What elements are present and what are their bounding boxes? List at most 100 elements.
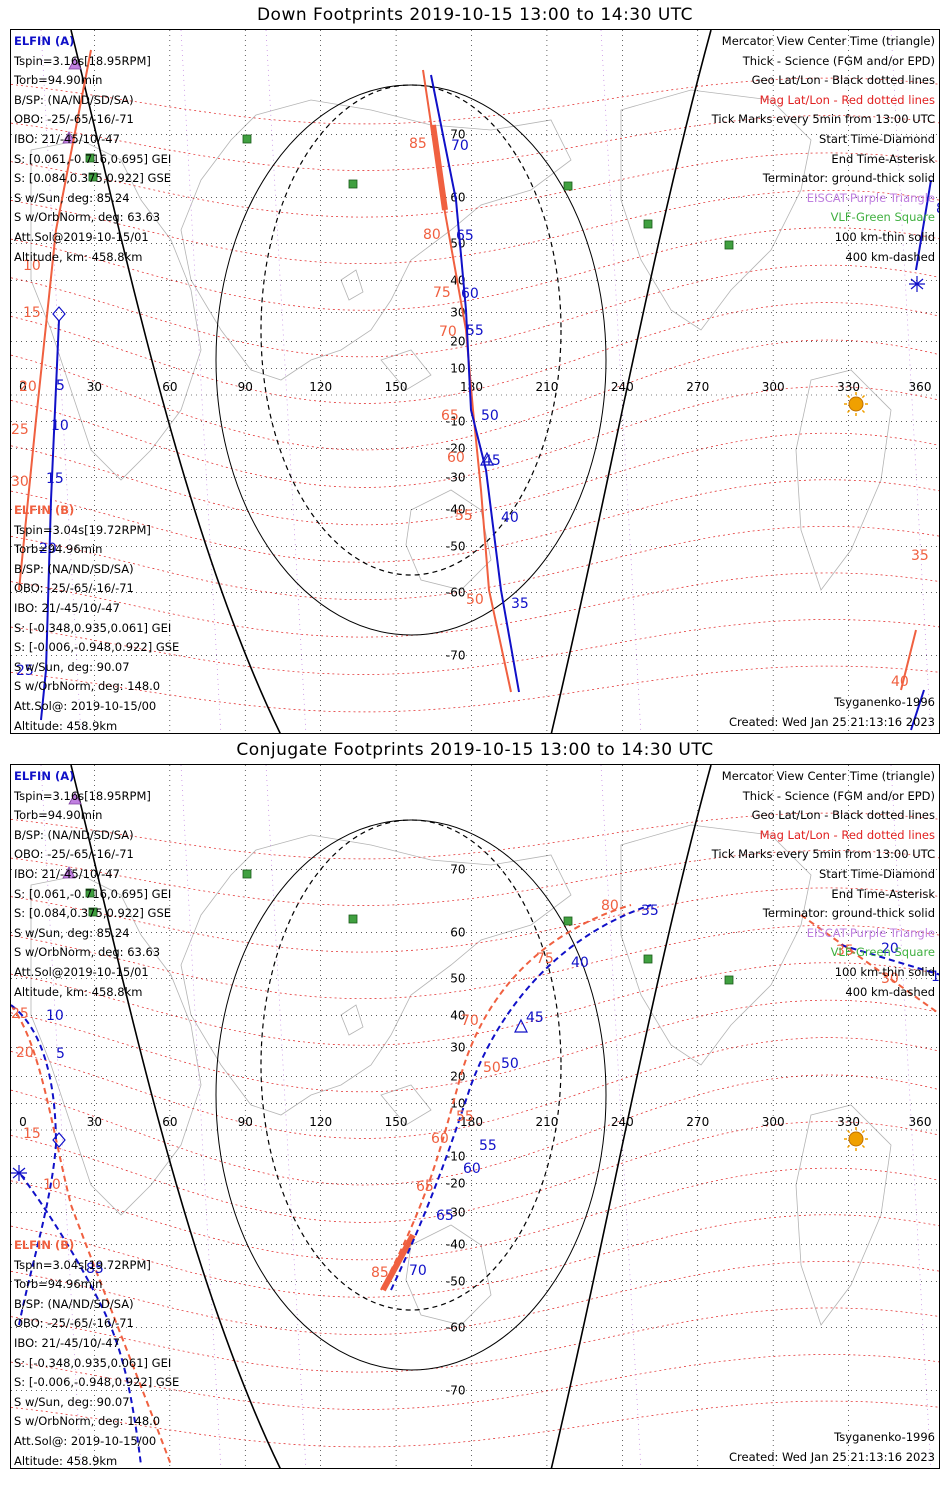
legend-entry: Mag Lat/Lon - Red dotted lines (759, 92, 935, 107)
vlf-square-icon (242, 869, 252, 879)
lat-tick-label: 70 (450, 863, 465, 877)
info-line: Torb=94.90min (14, 808, 103, 823)
mag-parallel (11, 1167, 939, 1261)
legend-entry: Tick Marks every 5min from 13:00 UTC (711, 112, 935, 127)
terminator-line (550, 30, 712, 733)
continent-outline (180, 834, 572, 1116)
elfin-a-time-tick: 65 (436, 1208, 454, 1224)
lon-tick-label: 90 (238, 1115, 253, 1129)
created-label: Created: Wed Jan 25 21:13:16 2023 (728, 715, 935, 729)
elfin-b-track (18, 49, 92, 591)
eiscat-triangle-icon (62, 866, 76, 879)
continent-outline (180, 99, 572, 381)
sun-ray (861, 394, 866, 399)
footprint-400km-ellipse (260, 819, 562, 1311)
legend-entry: Thick - Science (FGM and/or EPD) (742, 53, 935, 68)
lat-tick-label: 70 (450, 128, 465, 142)
continent-outline (340, 1004, 364, 1036)
lat-tick-label: -60 (446, 586, 466, 600)
spacecraft-name: ELFIN (B) (14, 1238, 75, 1252)
lon-tick-label: 60 (162, 1115, 177, 1129)
mag-meridian (265, 30, 307, 733)
vlf-square-icon (85, 153, 95, 163)
lat-tick-label: 50 (450, 236, 465, 250)
legend-entry: Geo Lat/Lon - Black dotted lines (751, 73, 935, 88)
lon-tick-label: 240 (611, 380, 634, 394)
elfin-b-science-segment (430, 124, 448, 211)
info-line: IBO: 21/-45/10/-47 (14, 600, 120, 615)
elfin-b-time-tick: 60 (431, 1131, 449, 1147)
mag-parallel (11, 77, 939, 125)
lat-tick-label: -50 (446, 1275, 466, 1289)
lat-tick-label: 40 (450, 1009, 465, 1023)
lat-tick-label: -40 (446, 502, 466, 516)
sun-ray (861, 1144, 866, 1149)
legend-entry: Mag Lat/Lon - Red dotted lines (759, 827, 935, 842)
lon-tick-label: 90 (238, 380, 253, 394)
info-line: S: [0.084,0.375,0.922] GSE (14, 906, 172, 921)
info-line: Torb=94.90min (14, 73, 103, 88)
spacecraft-name: ELFIN (A) (14, 769, 75, 783)
vlf-square-icon (724, 975, 734, 985)
elfin-b-time-tick: 70 (439, 324, 457, 340)
elfin-b-time-tick: 55 (455, 508, 473, 524)
lon-tick-label: 360 (909, 380, 932, 394)
continent-outline (340, 269, 364, 301)
elfin-b-time-tick: 80 (601, 898, 619, 914)
info-line: S: [-0.348,0.935,0.061] GEI (14, 620, 172, 635)
continent-outline (620, 824, 812, 1066)
info-line: S w/OrbNorm, deg: 63.63 (14, 945, 161, 960)
elfin-b-time-tick: 50 (466, 592, 484, 608)
mag-parallel (11, 227, 939, 311)
lon-tick-label: 210 (535, 380, 558, 394)
info-line: B/SP: (NA/ND/SD/SA) (14, 827, 134, 842)
lon-tick-label: 180 (460, 1115, 483, 1129)
elfin-a-time-tick: 85 (936, 201, 940, 217)
legend-entry: Thick - Science (FGM and/or EPD) (742, 788, 935, 803)
footprint-100km-ellipse (215, 819, 607, 1371)
elfin-b-time-tick: 35 (836, 943, 854, 959)
lat-tick-label: -40 (446, 1237, 466, 1251)
lat-tick-label: -50 (446, 540, 466, 554)
mag-parallel (11, 1307, 939, 1373)
legend-entry: End Time-Asterisk (831, 886, 935, 901)
lat-tick-label: 50 (450, 971, 465, 985)
vlf-square-icon (563, 181, 573, 191)
elfin-b-time-tick: 25 (11, 1006, 29, 1022)
elfin-a-info-block: ELFIN (A) Tspin=3.16s[18.95RPM] Torb=94.90… (14, 32, 171, 267)
elfin-b-time-tick: 15 (23, 305, 41, 321)
elfin-b-time-tick: 75 (433, 285, 451, 301)
lat-tick-label: 60 (450, 190, 465, 204)
elfin-b-track (800, 914, 939, 1015)
info-line: Altitude, km: 458.8km (14, 984, 143, 999)
legend-entry: Tick Marks every 5min from 13:00 UTC (711, 847, 935, 862)
continent-outline (795, 369, 892, 591)
elfin-b-time-tick: 75 (536, 951, 554, 967)
legend-entry: VLF-Green Square (830, 210, 935, 225)
continent-outline (405, 1224, 492, 1326)
elfin-a-time-tick: 15 (46, 471, 64, 487)
elfin-a-time-tick: 45 (483, 453, 501, 469)
lon-tick-label: 270 (686, 1115, 709, 1129)
info-line: OBO: -25/-65/-16/-71 (14, 581, 134, 596)
elfin-a-time-tick: 20 (39, 541, 57, 557)
info-line: B/SP: (NA/ND/SD/SA) (14, 1296, 134, 1311)
start-diamond-icon (52, 1132, 66, 1148)
legend-entry: 100 km-thin solid (834, 229, 935, 244)
terminator-line (550, 765, 712, 1468)
info-line: S: [0.061,-0.716,0.695] GEI (14, 151, 172, 166)
info-line: S: [-0.006,-0.948,0.922] GSE (14, 1375, 180, 1390)
mag-parallel (11, 887, 939, 953)
mag-parallel (11, 1400, 939, 1448)
eiscat-triangle-icon (62, 131, 76, 144)
info-line: Altitude: 458.9km (14, 1453, 118, 1468)
info-line: S: [-0.006,-0.948,0.922] GSE (14, 640, 180, 655)
elfin-a-time-tick: 55 (479, 1138, 497, 1154)
elfin-b-track (11, 1004, 172, 1466)
legend-entry: EISCAT-Purple Triangle (806, 190, 935, 205)
sun-ray (846, 409, 851, 414)
footprint-100km-ellipse (215, 84, 607, 636)
elfin-a-time-tick: 10 (46, 1008, 64, 1024)
elfin-b-time-tick: 85 (409, 136, 427, 152)
elfin-a-info-block: ELFIN (A) Tspin=3.16s[18.95RPM] Torb=94.90… (14, 767, 171, 1002)
